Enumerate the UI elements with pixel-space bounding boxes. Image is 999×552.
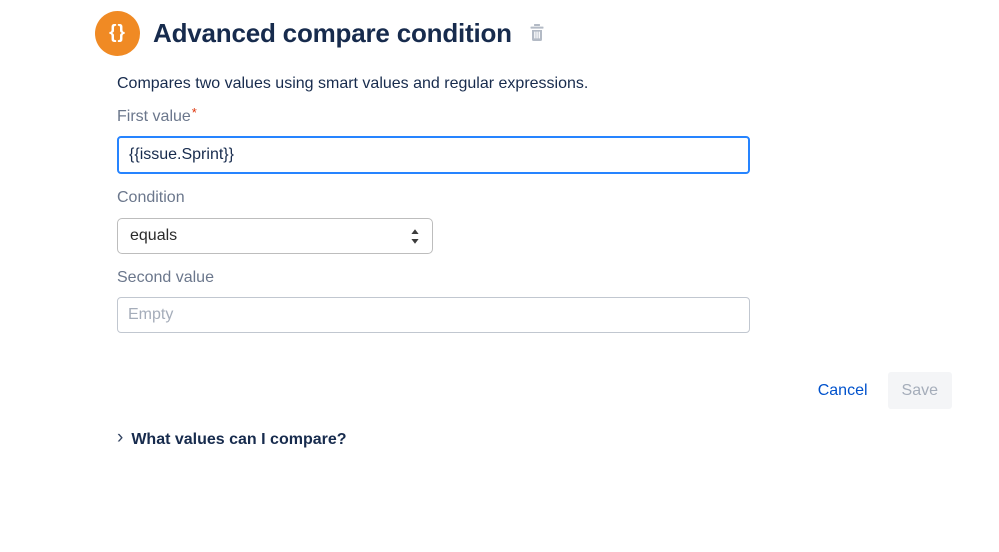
select-spinner-icon — [410, 228, 420, 245]
first-value-label-text: First value — [117, 108, 191, 125]
chevron-right-icon: › — [117, 427, 124, 448]
action-footer: Cancel Save — [117, 372, 952, 409]
help-disclosure-label: What values can I compare? — [131, 431, 347, 448]
second-value-input[interactable] — [117, 297, 750, 333]
delete-condition-button[interactable] — [526, 21, 548, 47]
help-disclosure[interactable]: › What values can I compare? — [117, 427, 347, 449]
form-body: Compares two values using smart values a… — [117, 74, 750, 333]
first-value-input[interactable] — [117, 136, 750, 174]
component-description: Compares two values using smart values a… — [117, 75, 589, 92]
first-value-label: First value* — [117, 105, 750, 126]
braces-icon: {} — [95, 11, 140, 56]
condition-select[interactable]: equals — [117, 218, 433, 254]
trash-icon — [528, 23, 546, 45]
cancel-button[interactable]: Cancel — [817, 381, 868, 399]
second-value-label: Second value — [117, 269, 214, 286]
condition-label: Condition — [117, 189, 185, 206]
panel-header: {} Advanced compare condition — [0, 0, 999, 56]
required-asterisk: * — [191, 105, 197, 120]
braces-icon-glyph: {} — [109, 21, 126, 43]
save-button[interactable]: Save — [887, 372, 952, 409]
condition-selected-value: equals — [130, 227, 178, 244]
page-title: Advanced compare condition — [153, 18, 512, 48]
